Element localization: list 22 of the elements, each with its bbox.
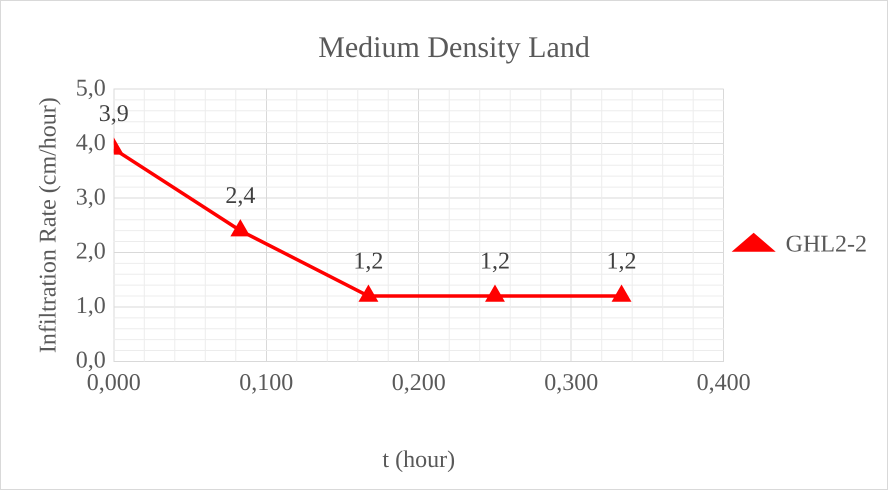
y-tick-label: 1,0 bbox=[76, 293, 106, 320]
x-tick-label: 0,300 bbox=[544, 370, 598, 396]
data-label: 2,4 bbox=[225, 182, 256, 209]
point bbox=[612, 286, 630, 302]
y-tick-label: 4,0 bbox=[76, 130, 106, 156]
data-label: 1,2 bbox=[480, 248, 510, 274]
point bbox=[486, 286, 504, 302]
y-tick-label: 2,0 bbox=[76, 238, 106, 265]
x-axis-title: t (hour) bbox=[382, 446, 456, 473]
data-label: 1,2 bbox=[353, 248, 384, 274]
y-tick-label: 5,0 bbox=[76, 75, 106, 102]
data-label: 3,9 bbox=[98, 101, 129, 128]
legend-label: GHL2-2 bbox=[786, 231, 868, 258]
x-tick-label: 0,100 bbox=[239, 370, 294, 396]
y-axis-title: Infiltration Rate (cm/hour) bbox=[36, 97, 62, 354]
x-tick-label: 0,400 bbox=[696, 370, 751, 396]
point bbox=[360, 286, 378, 302]
x-tick-label: 0,200 bbox=[392, 370, 446, 396]
chart-title: Medium Density Land bbox=[318, 30, 590, 64]
point bbox=[232, 220, 250, 236]
data-label: 1,2 bbox=[606, 248, 637, 274]
y-tick-label: 3,0 bbox=[76, 184, 106, 210]
